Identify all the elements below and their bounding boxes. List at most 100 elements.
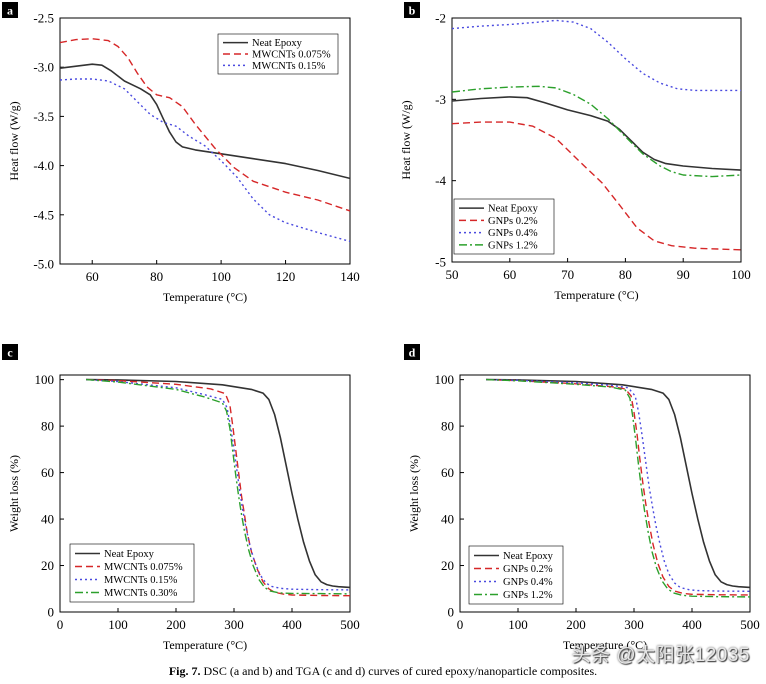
- y-tick-label: 40: [41, 512, 54, 527]
- y-tick-label: 20: [41, 558, 54, 573]
- x-tick-label: 60: [503, 267, 516, 282]
- x-tick-label: 100: [108, 617, 128, 632]
- x-tick-label: 500: [340, 617, 360, 632]
- series-line-mwcnts-0-075-: [86, 378, 350, 597]
- x-tick-label: 80: [619, 267, 632, 282]
- x-tick-label: 400: [682, 617, 702, 632]
- series-line-neat-epoxy: [486, 378, 750, 589]
- x-tick-label: 0: [457, 617, 464, 632]
- series-line-gnps-0-4-: [452, 19, 741, 92]
- series-line-mwcnts-0-15-: [60, 78, 350, 243]
- series-line-mwcnts-0-30-: [86, 378, 350, 595]
- plot-frame: [459, 374, 751, 613]
- x-tick-label: 50: [446, 267, 459, 282]
- panel-label-box: [2, 344, 18, 360]
- series-line-neat-epoxy: [60, 63, 350, 180]
- legend-label: Neat Epoxy: [252, 38, 303, 49]
- y-tick-label: 60: [441, 465, 454, 480]
- x-tick-label: 500: [740, 617, 760, 632]
- series-line-gnps-0-2-: [452, 121, 741, 251]
- legend-label: GNPs 0.4%: [503, 577, 553, 588]
- x-axis-label: Temperature (°C): [163, 290, 247, 304]
- series-line-gnps-1-2-: [486, 378, 750, 598]
- legend-label: MWCNTs 0.30%: [104, 588, 178, 599]
- chart-panel-b: b 50 60 70 80 90 100 -5 -4 -3 -2 Temperature (°C) He…: [399, 2, 751, 302]
- x-tick-label: 0: [57, 617, 64, 632]
- x-tick-label: 200: [566, 617, 586, 632]
- y-tick-label: 100: [435, 372, 455, 387]
- x-tick-label: 100: [211, 269, 231, 284]
- x-axis-label: Temperature (°C): [163, 638, 247, 652]
- x-tick-label: 100: [508, 617, 528, 632]
- y-tick-label: 0: [448, 605, 455, 620]
- plot-frame: [451, 17, 742, 263]
- series-line-gnps-1-2-: [452, 85, 741, 178]
- panel-label-box: [2, 2, 18, 18]
- y-tick-label: -2.5: [33, 11, 54, 26]
- y-axis-label: Weight loss (%): [7, 455, 21, 532]
- series-line-neat-epoxy: [452, 96, 741, 171]
- legend-label: Neat Epoxy: [488, 204, 539, 215]
- x-tick-label: 120: [276, 269, 296, 284]
- x-tick-label: 200: [166, 617, 186, 632]
- legend-label: GNPs 0.2%: [503, 564, 553, 575]
- panel-label: d: [409, 346, 416, 360]
- x-tick-label: 140: [340, 269, 360, 284]
- x-axis-label: Temperature (°C): [563, 638, 647, 652]
- legend-label: GNPs 0.2%: [488, 216, 538, 227]
- y-tick-label: -3: [435, 92, 446, 107]
- chart-panel-a: a 60 80 100 120 140 -5.0 -4.5 -4.0 -3.5 -3.0 -2.5 Te…: [2, 2, 360, 304]
- panel-label: c: [7, 346, 13, 360]
- y-tick-label: -2: [435, 11, 446, 26]
- legend: Neat Epoxy GNPs 0.2% GNPs 0.4% GNPs 1.2%: [468, 545, 564, 605]
- x-tick-label: 300: [624, 617, 644, 632]
- legend-label: GNPs 1.2%: [488, 240, 538, 251]
- legend-label: GNPs 1.2%: [503, 590, 553, 601]
- legend-label: MWCNTs 0.075%: [252, 50, 331, 61]
- series-line-mwcnts-0-075-: [60, 38, 350, 212]
- series-line-mwcnts-0-15-: [86, 378, 350, 591]
- y-tick-label: 0: [48, 605, 55, 620]
- legend-label: Neat Epoxy: [104, 549, 155, 560]
- figure-caption: Fig. 7. DSC (a and b) and TGA (c and d) …: [0, 664, 766, 679]
- legend-label: Neat Epoxy: [503, 551, 554, 562]
- chart-panel-c: c 0 100 200 300 400 500 0 20 40 60 80 100 Temperature…: [2, 344, 360, 652]
- y-axis-label: Heat flow (W/g): [7, 101, 21, 180]
- series-line-neat-epoxy: [86, 378, 350, 589]
- y-tick-label: 80: [441, 419, 454, 434]
- panel-label: a: [7, 4, 13, 18]
- y-tick-label: 20: [441, 558, 454, 573]
- legend-label: MWCNTs 0.15%: [252, 61, 326, 72]
- x-tick-label: 60: [86, 269, 99, 284]
- panel-label: b: [409, 4, 416, 18]
- legend-label: GNPs 0.4%: [488, 228, 538, 239]
- caption-text: DSC (a and b) and TGA (c and d) curves o…: [203, 664, 598, 678]
- series-line-gnps-0-2-: [486, 378, 750, 596]
- y-tick-label: -3.0: [33, 60, 54, 75]
- panel-label-box: [404, 344, 420, 360]
- y-tick-label: 80: [41, 419, 54, 434]
- y-tick-label: 40: [441, 512, 454, 527]
- series-line-gnps-0-4-: [486, 378, 750, 592]
- plot-frame: [59, 374, 351, 613]
- y-tick-label: -4.5: [33, 207, 54, 222]
- panel-label-box: [404, 2, 420, 18]
- legend-label: MWCNTs 0.15%: [104, 575, 178, 586]
- x-tick-label: 300: [224, 617, 244, 632]
- x-tick-label: 400: [282, 617, 302, 632]
- watermark-text: 头条 @太阳张12035: [571, 645, 750, 666]
- y-tick-label: -5: [435, 255, 446, 270]
- x-tick-label: 80: [150, 269, 163, 284]
- y-tick-label: -4.0: [33, 158, 54, 173]
- y-axis-label: Heat flow (W/g): [399, 100, 413, 179]
- y-tick-label: 60: [41, 465, 54, 480]
- legend-label: MWCNTs 0.075%: [104, 562, 183, 573]
- y-axis-label: Weight loss (%): [407, 455, 421, 532]
- x-tick-label: 100: [731, 267, 751, 282]
- chart-panel-d: d 0 100 200 300 400 500 0 20 40 60 80 100 Temperature…: [404, 344, 760, 652]
- x-axis-label: Temperature (°C): [554, 288, 638, 302]
- y-tick-label: -4: [435, 173, 446, 188]
